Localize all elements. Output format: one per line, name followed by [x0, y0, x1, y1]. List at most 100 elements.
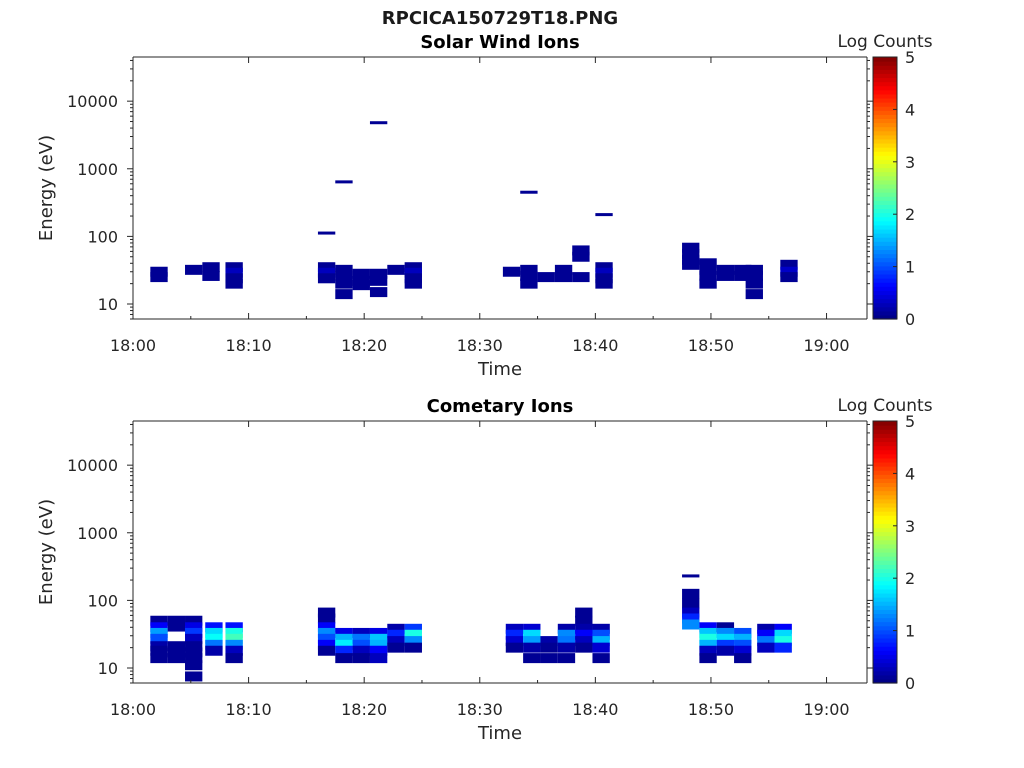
colorbar-segment [873, 142, 897, 148]
y-tick-label: 10 [98, 295, 118, 314]
colorbar-segment [873, 666, 897, 672]
heatmap-cell [150, 627, 168, 638]
heatmap-cell [404, 267, 422, 278]
heatmap-cell [335, 653, 353, 664]
colorbar-segment [873, 224, 897, 230]
colorbar-segment [873, 102, 897, 107]
heatmap-cell [202, 262, 220, 273]
colorbar-segment [873, 110, 897, 115]
colorbar-segment [873, 502, 897, 508]
colorbar-segment [873, 118, 897, 124]
heatmap-cell [575, 623, 593, 634]
colorbar-segment [873, 130, 897, 136]
colorbar-segment [873, 179, 897, 185]
colorbar-segment [873, 453, 897, 459]
colorbar-segment [873, 314, 897, 320]
heatmap-cell [150, 266, 168, 277]
colorbar-segment [873, 568, 897, 574]
heatmap-cell [150, 645, 168, 656]
colorbar-segment [873, 441, 897, 447]
heatmap-cell [682, 598, 700, 609]
heatmap-cell [335, 270, 353, 281]
colorbar-tick-label: 1 [905, 622, 915, 641]
heatmap-cell [205, 633, 223, 644]
heatmap-cell [595, 267, 613, 278]
colorbar-segment [873, 233, 897, 238]
colorbar-segment [873, 543, 897, 549]
colorbar-segment [873, 114, 897, 120]
heatmap-cell [745, 264, 763, 275]
heatmap-cell [317, 645, 336, 656]
colorbar-segment [873, 547, 897, 553]
y-axis-label: Energy (eV) [36, 499, 57, 605]
x-tick-label: 19:00 [803, 700, 849, 719]
heatmap-cell [352, 639, 370, 650]
heatmap-cell [225, 267, 243, 278]
panel-2 [127, 420, 898, 684]
x-tick-label: 18:10 [226, 700, 272, 719]
colorbar-segment [873, 151, 897, 156]
colorbar-segment [873, 658, 897, 664]
heatmap-cell [592, 623, 610, 634]
heatmap-cell [716, 639, 735, 650]
colorbar-segment [873, 155, 897, 160]
heatmap-cell [774, 642, 792, 653]
colorbar-tick-label: 2 [905, 205, 915, 224]
x-axis-label: Time [477, 359, 522, 380]
heatmap-cell [317, 639, 336, 650]
heatmap-cell [225, 278, 243, 289]
colorbar-segment [873, 200, 897, 205]
heatmap-cell [682, 248, 700, 259]
heatmap-cell [505, 642, 524, 653]
colorbar-tick-label: 1 [905, 258, 915, 277]
heatmap-cell [523, 653, 541, 664]
heatmap-cell [757, 636, 775, 647]
heatmap-cell [716, 270, 735, 281]
heatmap-cell [595, 213, 613, 217]
colorbar-segment [873, 621, 897, 627]
heatmap-cell [335, 627, 353, 638]
colorbar-segment [873, 216, 897, 222]
x-tick-label: 19:00 [803, 336, 849, 355]
heatmap-cell [369, 287, 388, 298]
y-tick-label: 100 [87, 591, 118, 610]
heatmap-cell [185, 671, 203, 682]
heatmap-cell [317, 267, 336, 278]
heatmap-cell [225, 653, 243, 664]
colorbar-segment [873, 269, 897, 275]
heatmap-cell [745, 270, 763, 281]
heatmap-cell [352, 268, 370, 279]
colorbar-segment [873, 605, 897, 610]
colorbar-segment [873, 597, 897, 602]
colorbar-segment [873, 310, 897, 316]
x-axis-label: Time [477, 723, 522, 744]
heatmap-cell [520, 190, 538, 194]
colorbar-segment [873, 678, 897, 684]
colorbar-segment [873, 633, 897, 639]
colorbar-segment [873, 228, 897, 234]
heatmap-cell [317, 613, 336, 624]
y-tick-label: 10000 [67, 456, 118, 475]
heatmap-cell [523, 636, 541, 647]
colorbar-segment [873, 572, 897, 578]
colorbar-segment [873, 237, 897, 242]
heatmap-cell [369, 627, 388, 638]
heatmap-cell [699, 622, 717, 633]
heatmap-cell [317, 627, 336, 638]
heatmap-cell [205, 639, 223, 650]
heatmap-cell [167, 615, 186, 626]
colorbar-segment [873, 494, 897, 500]
y-axis-label: Energy (eV) [36, 135, 57, 241]
heatmap-cell [167, 653, 186, 664]
colorbar-segment [873, 249, 897, 255]
heatmap-cell [572, 245, 590, 256]
colorbar-segment [873, 220, 897, 226]
heatmap-cell [150, 653, 168, 664]
colorbar-segment [873, 261, 897, 267]
heatmap-cell [595, 278, 613, 289]
heatmap-cell [335, 289, 353, 300]
heatmap-cell [185, 615, 203, 626]
heatmap-cell [716, 645, 735, 656]
heatmap-cell [505, 629, 524, 640]
